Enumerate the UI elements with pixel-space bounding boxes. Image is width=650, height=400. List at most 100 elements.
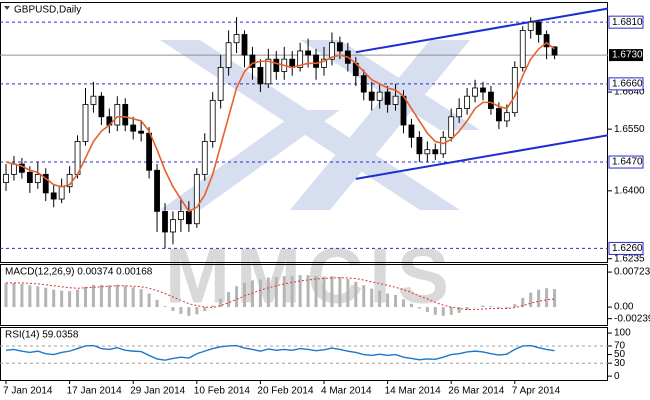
candle-body: [376, 91, 383, 101]
x-tick-label: 7 Apr 2014: [512, 386, 561, 397]
candle-body: [138, 130, 145, 134]
macd-bar: [76, 289, 80, 308]
candle-body: [225, 42, 232, 68]
candle-body: [527, 21, 534, 31]
candle-body: [34, 173, 41, 184]
macd-bar: [36, 286, 40, 308]
candle-body: [3, 173, 9, 184]
macd-bar: [362, 285, 366, 308]
macd-bar: [473, 307, 477, 308]
candle-body: [313, 54, 319, 68]
candle-body: [154, 169, 160, 212]
macd-bar: [330, 276, 334, 308]
candle-body: [146, 132, 153, 171]
candle-body: [480, 87, 486, 93]
x-tick-label: 7 Jan 2014: [3, 386, 53, 397]
macd-bar: [211, 305, 215, 308]
macd-bar: [163, 306, 167, 308]
x-tick-label: 29 Jan 2014: [130, 386, 185, 397]
macd-bar: [537, 289, 541, 308]
candle-body: [201, 141, 208, 175]
candle-body: [305, 50, 312, 56]
macd-bar: [449, 307, 453, 315]
main-panel: [0, 2, 608, 263]
macd-bar: [529, 292, 533, 308]
x-tick-label: 20 Feb 2014: [257, 386, 314, 397]
macd-bar: [4, 282, 8, 308]
macd-bar: [338, 277, 342, 308]
macd-bar: [131, 287, 135, 308]
macd-bar: [123, 285, 127, 308]
macd-bar: [99, 284, 103, 308]
candle-body: [392, 95, 399, 105]
macd-bar: [298, 275, 302, 308]
level-label: 1.6260: [612, 243, 643, 254]
candle-body: [90, 95, 97, 105]
y-tick-label: -0.00239: [614, 313, 650, 324]
macd-bar: [195, 307, 199, 315]
macd-bar: [266, 277, 270, 308]
moving-average: [5, 41, 556, 213]
candle-body: [114, 104, 121, 126]
x-tick-label: 26 Mar 2014: [448, 386, 505, 397]
macd-bar: [187, 307, 191, 316]
candle-body: [257, 67, 264, 85]
macd-bar: [91, 284, 95, 308]
macd-bar: [409, 303, 413, 308]
macd-bar: [171, 307, 175, 311]
macd-bar: [274, 277, 278, 308]
candle-body: [265, 58, 272, 85]
candle-body: [82, 104, 89, 142]
candle-body: [241, 34, 248, 56]
candle-body: [424, 149, 431, 155]
candle-body: [440, 136, 447, 155]
macd-bar: [505, 307, 509, 309]
candle-body: [448, 116, 455, 138]
candle-body: [122, 104, 129, 126]
y-tick-label: 0.00: [614, 302, 634, 313]
macd-bar: [370, 288, 374, 308]
candle-body: [50, 192, 57, 200]
macd-bar: [219, 298, 223, 308]
x-tick-label: 17 Jan 2014: [67, 386, 122, 397]
panel-title: MACD(12,26,9) 0.00374 0.00168: [5, 267, 153, 278]
macd-bar: [68, 291, 72, 308]
level-label-box: [608, 15, 644, 29]
macd-bar: [60, 290, 64, 308]
macd-bar: [155, 299, 159, 308]
macd-bar: [12, 282, 16, 308]
level-label: 1.6470: [612, 157, 643, 168]
level-label-box: [608, 241, 644, 255]
y-tick-label: 0.00723: [614, 267, 650, 278]
candle-body: [416, 136, 423, 155]
macd-bar: [52, 289, 56, 308]
candle-body: [543, 34, 550, 48]
x-tick-label: 10 Feb 2014: [194, 386, 251, 397]
macd-bar: [497, 307, 501, 309]
candle-body: [11, 163, 17, 175]
candle-body: [26, 171, 33, 184]
macd-bar: [322, 276, 326, 308]
candle-body: [488, 91, 494, 109]
panel-plot: [0, 344, 608, 364]
current-price-label: 1.6730: [612, 50, 643, 61]
candle-body: [193, 173, 200, 225]
macd-signal: [6, 277, 555, 311]
rsi-panel: [0, 327, 608, 381]
panel-plot: [4, 275, 557, 316]
trend-line: [355, 134, 608, 180]
candle-body: [58, 186, 65, 200]
macd-bar: [521, 297, 525, 308]
macd-bar: [314, 276, 318, 308]
macd-bar: [433, 307, 437, 315]
macd-bar: [489, 306, 493, 308]
current-price-box: [609, 49, 643, 62]
y-tick-label: 50: [614, 349, 626, 360]
macd-bar: [84, 286, 87, 308]
y-tick-label: 1.6640: [614, 87, 645, 98]
macd-bar: [402, 299, 405, 308]
macd-bar: [179, 307, 183, 314]
macd-bar: [20, 283, 24, 308]
candle-body: [368, 91, 375, 101]
macd-bar: [465, 307, 469, 310]
